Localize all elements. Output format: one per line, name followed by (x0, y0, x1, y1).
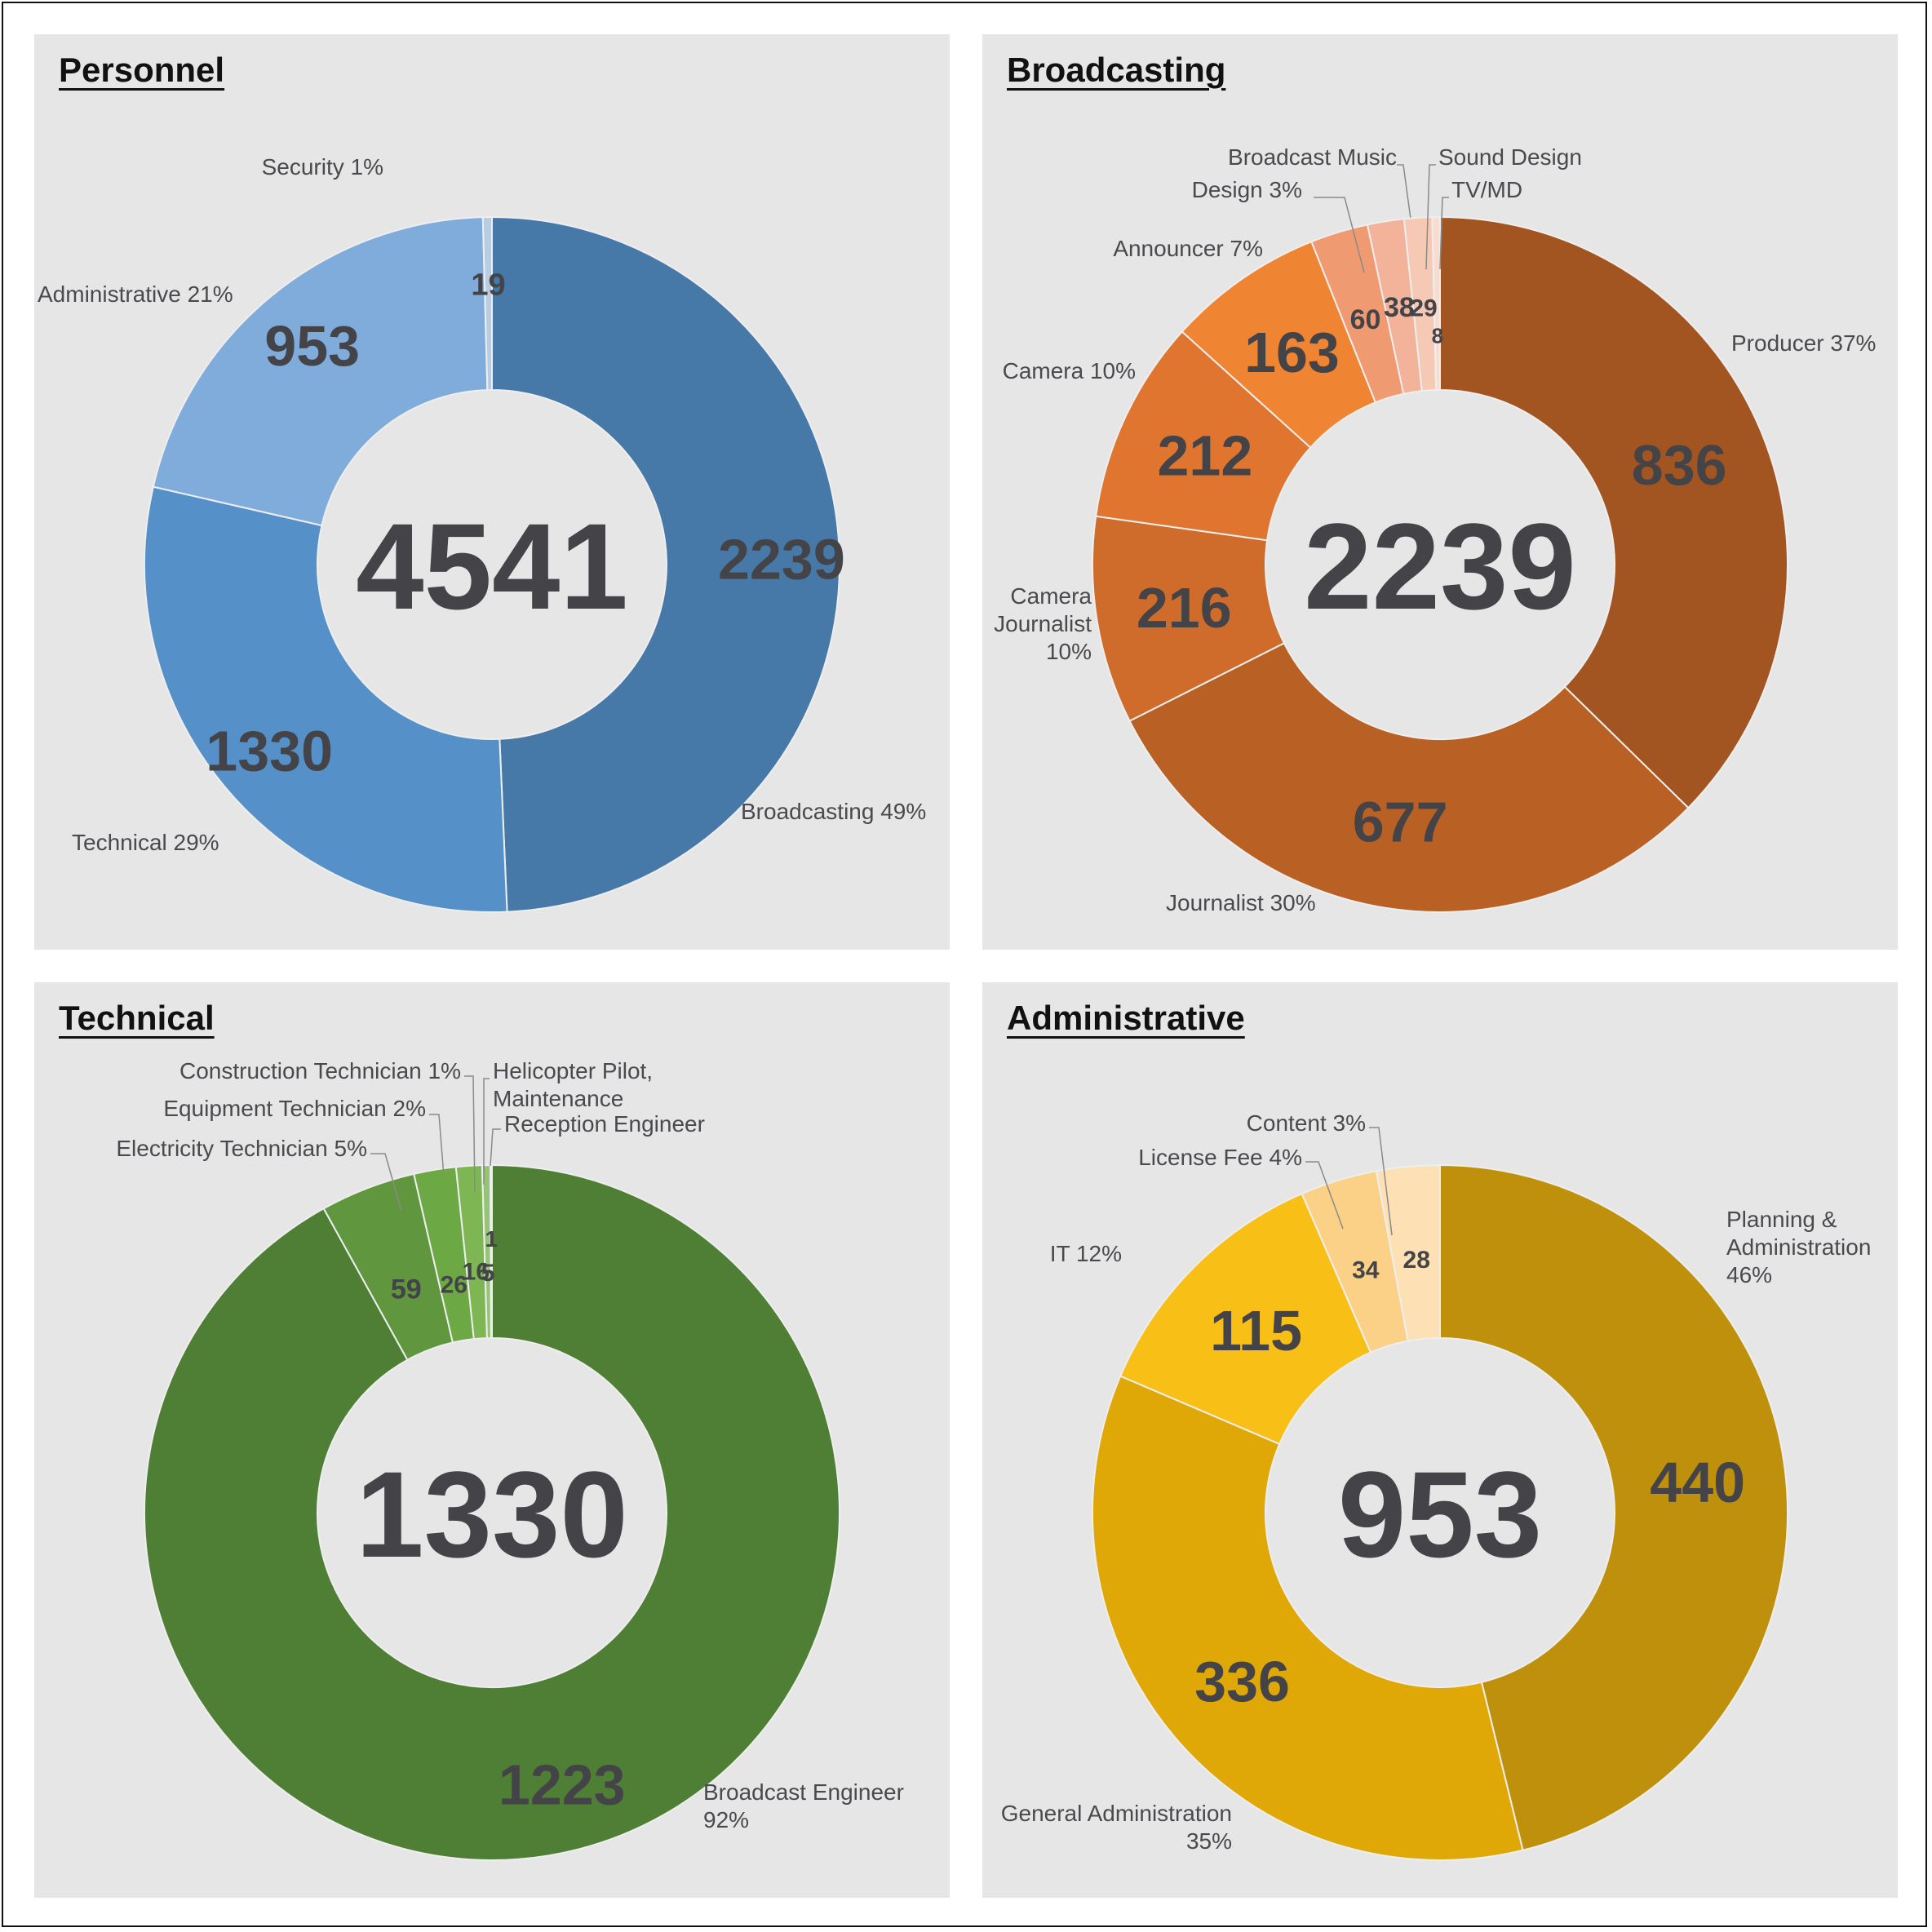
leader-line-equipment-technician (429, 1114, 445, 1177)
technical-panel: Technical 1223 Broadcast Engineer 92% 59 Ele… (34, 982, 950, 1898)
category-label-administrative: Administrative 21% (38, 281, 233, 307)
broadcasting-title: Broadcasting (1007, 51, 1226, 89)
administrative-title: Administrative (1007, 999, 1245, 1037)
value-label-security: 19 (471, 268, 505, 303)
category-label-broadcast-music: Broadcast Music (1228, 144, 1397, 170)
personnel-panel: Personnel 2239 Broadcasting 49% 1330 Techni… (34, 34, 950, 950)
category-label-announcer: Announcer 7% (1113, 236, 1263, 261)
category-label-it: IT 12% (1050, 1241, 1122, 1266)
value-label-construction-technician: 16 (463, 1258, 490, 1285)
leader-line-design (1314, 197, 1365, 273)
category-label-tv-md: TV/MD (1451, 177, 1522, 202)
slice-journalist (1128, 641, 1690, 913)
value-label-broadcast-engineer: 1223 (499, 1753, 626, 1816)
leader-line-sound-design (1425, 164, 1436, 270)
slice-tv-md (1431, 215, 1441, 392)
category-label-construction-technician: Construction Technician 1% (179, 1058, 461, 1083)
value-label-electricity-technician: 59 (391, 1274, 422, 1305)
leader-line-reception-engineer (490, 1128, 501, 1167)
category-label-content: Content 3% (1247, 1110, 1366, 1136)
broadcasting-donut-chart: 836 Producer 37% 677 Journalist 30% 216 Camer… (994, 144, 1876, 915)
slice-general-administration (1092, 1375, 1524, 1861)
value-label-reception-engineer: 1 (485, 1226, 498, 1252)
value-label-helicopter-pilot-maintenance: 5 (481, 1260, 495, 1287)
leader-line-content (1369, 1127, 1393, 1236)
value-label-it: 115 (1210, 1299, 1302, 1363)
leader-line-construction-technician (464, 1075, 476, 1194)
value-label-sound-design: 29 (1410, 295, 1437, 321)
category-label-broadcasting: Broadcasting 49% (741, 799, 926, 824)
personnel-donut-chart: 2239 Broadcasting 49% 1330 Technical 29% 953… (38, 154, 926, 914)
center-total: 953 (1338, 1446, 1542, 1583)
category-label-camera-journalist: Camera Journalist 10% (994, 583, 1092, 664)
category-label-technical: Technical 29% (72, 830, 219, 855)
slice-camera-journalist (1092, 515, 1286, 722)
administrative-donut-chart: 440 Planning & Administration 46% 336 General… (1001, 1110, 1871, 1861)
technical-donut-chart: 1223 Broadcast Engineer 92% 59 Electricity T… (116, 1058, 904, 1861)
value-label-administrative: 953 (264, 314, 360, 378)
category-label-equipment-technician: Equipment Technician 2% (163, 1096, 426, 1121)
leader-line-license-fee (1305, 1161, 1344, 1230)
leader-line-helicopter-pilot-maintenance (483, 1078, 490, 1185)
slice-it (1119, 1192, 1372, 1446)
center-total: 4541 (356, 498, 628, 635)
value-label-broadcasting: 2239 (718, 527, 845, 591)
slice-security (481, 215, 493, 392)
value-label-technical: 1330 (206, 719, 333, 782)
category-label-camera: Camera 10% (1003, 358, 1136, 383)
technical-title: Technical (59, 999, 215, 1037)
leader-line-electricity-technician (370, 1153, 402, 1212)
center-total: 2239 (1304, 498, 1576, 635)
broadcasting-panel: Broadcasting 836 Producer 37% 677 Journalis… (982, 34, 1898, 950)
category-label-electricity-technician: Electricity Technician 5% (116, 1136, 367, 1161)
value-label-design: 60 (1350, 304, 1381, 335)
value-label-planning-administration: 440 (1650, 1451, 1745, 1514)
value-label-equipment-technician: 26 (441, 1272, 467, 1299)
value-label-broadcast-music: 38 (1384, 292, 1415, 323)
category-label-security: Security 1% (262, 154, 383, 179)
slice-administrative (152, 216, 489, 527)
category-label-reception-engineer: Reception Engineer (504, 1111, 705, 1137)
personnel-title: Personnel (59, 51, 225, 89)
category-label-sound-design: Sound Design (1438, 144, 1582, 170)
category-label-planning-administration: Planning & Administration 46% (1726, 1207, 1871, 1287)
slice-broadcasting (491, 215, 841, 913)
value-label-content: 28 (1403, 1247, 1430, 1274)
slice-technical (144, 485, 508, 914)
category-label-license-fee: License Fee 4% (1138, 1145, 1302, 1170)
value-label-general-administration: 336 (1194, 1650, 1290, 1713)
value-label-tv-md: 8 (1432, 323, 1443, 348)
category-label-helicopter-pilot-maintenance: Helicopter Pilot, Maintenance (493, 1058, 653, 1111)
value-label-producer: 836 (1632, 433, 1727, 497)
slice-broadcast-engineer (144, 1163, 840, 1861)
value-label-journalist: 677 (1353, 790, 1448, 853)
category-label-general-administration: General Administration 35% (1001, 1801, 1232, 1854)
center-total: 1330 (356, 1446, 628, 1583)
slice-content (1375, 1163, 1441, 1342)
value-label-camera-journalist: 216 (1137, 576, 1232, 640)
value-label-announcer: 163 (1244, 321, 1340, 384)
category-label-producer: Producer 37% (1731, 330, 1876, 356)
category-label-broadcast-engineer: Broadcast Engineer 92% (703, 1779, 904, 1832)
slice-planning-administration (1439, 1163, 1788, 1851)
category-label-journalist: Journalist 30% (1166, 890, 1316, 915)
value-label-license-fee: 34 (1352, 1256, 1380, 1283)
leader-line-tv-md (1439, 197, 1449, 270)
slice-producer (1439, 215, 1788, 809)
value-label-camera: 212 (1157, 424, 1252, 488)
administrative-panel: Administrative 440 Planning & Administrati… (982, 982, 1898, 1898)
category-label-design: Design 3% (1192, 177, 1302, 202)
